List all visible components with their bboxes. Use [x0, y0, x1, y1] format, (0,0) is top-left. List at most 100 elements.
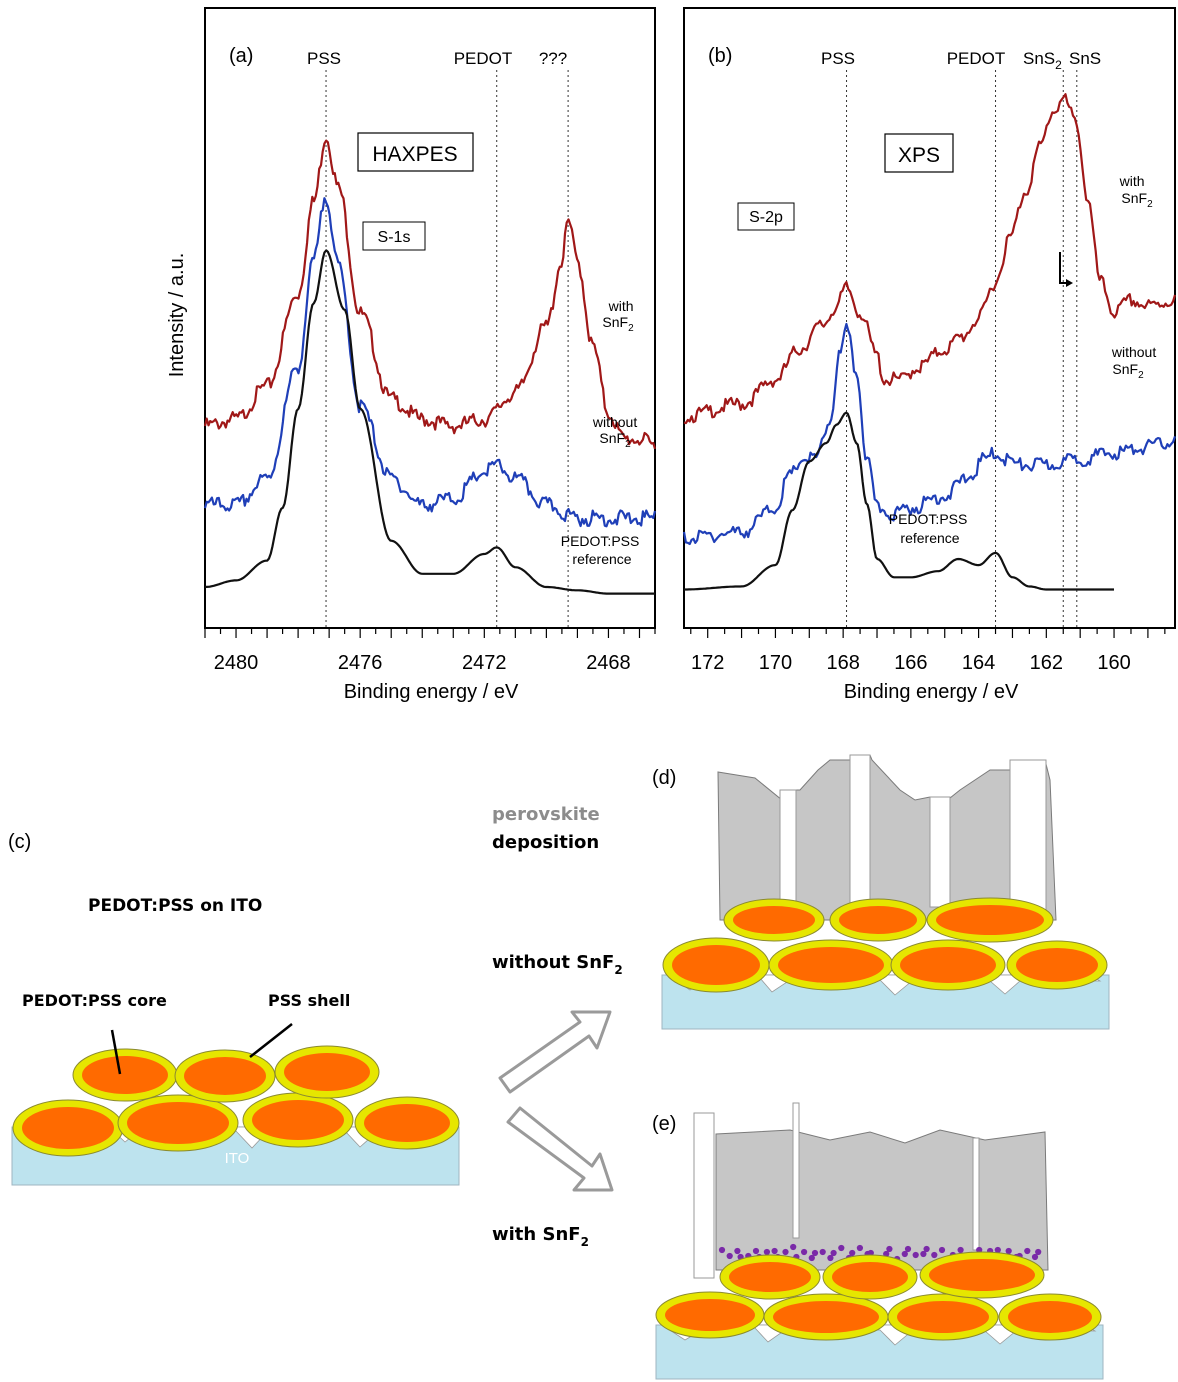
grain-boundary-e-3	[972, 1137, 980, 1251]
technique-label-b: XPS	[898, 144, 940, 167]
grain-boundary-d-4	[1009, 759, 1047, 911]
core-pointer	[110, 1029, 122, 1075]
pedot-core	[22, 1107, 114, 1149]
x-tick-label: 2472	[462, 652, 507, 674]
shift-marker	[1059, 252, 1070, 284]
panel-e-label: (e)	[652, 1113, 676, 1135]
snf2-particle	[856, 1244, 864, 1252]
core-level-label-a: S-1s	[378, 229, 411, 246]
pedot-core	[284, 1053, 370, 1091]
snf2-particle	[849, 1249, 856, 1257]
x-axis-title-a: Binding energy / eV	[344, 681, 519, 703]
curves-b	[682, 93, 1177, 591]
curve-label-without-a: without SnF2	[592, 414, 641, 450]
snf2-particle	[801, 1248, 808, 1256]
snf2-particle	[819, 1248, 826, 1256]
snf2-particle	[912, 1251, 919, 1259]
x-tick-label: 160	[1097, 652, 1130, 674]
curves-a	[203, 139, 657, 595]
ito-label: ITO	[225, 1150, 250, 1167]
pedot-core	[773, 1301, 879, 1333]
snf2-particle	[752, 1247, 760, 1255]
snf2-particle	[808, 1254, 815, 1262]
curve-label-with-b: with SnF2	[1119, 173, 1153, 210]
snf2-particle	[827, 1254, 834, 1262]
curve-label-reference-a: PEDOT:PSS reference	[561, 533, 643, 567]
x-tick-label: 166	[894, 652, 927, 674]
x-tick-label: 170	[759, 652, 792, 674]
snf2-particle	[938, 1246, 946, 1254]
pedot-core	[900, 947, 996, 983]
step-word-perovskite: perovskite	[492, 804, 600, 825]
series-line-without-snf2	[203, 197, 657, 528]
series-line-reference	[204, 249, 655, 595]
panel-b-label: (b)	[708, 45, 732, 67]
grain-boundary-d-2	[849, 754, 871, 904]
pedot-core	[364, 1104, 450, 1142]
panel-b: (b) PSS PEDOT SnS2 SnS XPS S-2p with SnF…	[682, 7, 1177, 703]
core-label: PEDOT:PSS core	[22, 991, 167, 1010]
snf2-particle	[1005, 1247, 1012, 1255]
technique-label-a: HAXPES	[372, 143, 457, 166]
snf2-particle	[790, 1243, 797, 1251]
technique-box-a	[357, 132, 474, 172]
pedot-core	[672, 945, 760, 985]
pedot-core	[897, 1301, 989, 1333]
snf2-particle	[901, 1250, 908, 1258]
snf2-particle	[886, 1245, 893, 1253]
core-level-box-a	[362, 221, 426, 251]
x-tick-label: 168	[826, 652, 859, 674]
snf2-particle	[734, 1247, 741, 1255]
snf2-particle	[763, 1248, 771, 1256]
series-line-without-snf2	[682, 322, 1177, 546]
curve-label-reference-b: PEDOT:PSS reference	[889, 511, 971, 546]
panel-a-frame	[204, 7, 656, 629]
pedot-core	[665, 1299, 755, 1331]
series-line-with-snf2	[203, 139, 657, 450]
peak-label-pedot-a: PEDOT	[454, 49, 513, 68]
grain-boundary-d-1	[779, 789, 797, 916]
pedot-core	[184, 1057, 266, 1095]
pedot-core	[252, 1100, 344, 1140]
core-level-label-b: S-2p	[749, 209, 783, 226]
snf2-particle	[1024, 1247, 1031, 1255]
snf2-particle	[811, 1249, 819, 1257]
y-axis-title: Intensity / a.u.	[166, 253, 188, 378]
snf2-particle	[920, 1250, 927, 1258]
snf2-particle	[1035, 1248, 1042, 1256]
peak-label-sns2-b: SnS2	[1023, 49, 1062, 72]
snf2-particle	[838, 1244, 845, 1252]
pedot-core	[733, 906, 815, 934]
peak-label-pss-a: PSS	[307, 49, 341, 68]
snf2-particle	[1031, 1253, 1039, 1261]
snf2-particle	[771, 1247, 778, 1255]
snf2-particle	[957, 1246, 964, 1254]
grains-e	[655, 1251, 1102, 1341]
panel-d: (d)	[652, 754, 1110, 1030]
arrow-down	[506, 1106, 614, 1192]
panel-c-label: (c)	[8, 831, 31, 853]
shell-label: PSS shell	[268, 991, 350, 1010]
x-tick-label: 162	[1030, 652, 1063, 674]
snf2-particle	[718, 1246, 726, 1254]
pedot-core	[839, 906, 917, 934]
panel-c: (c) PEDOT:PSS on ITO PEDOT:PSS core PSS …	[8, 831, 460, 1186]
x-tick-label: 2468	[586, 652, 631, 674]
core-level-box-b	[737, 202, 795, 231]
snf2-particle	[931, 1251, 938, 1259]
grain-boundary-e-2	[792, 1102, 800, 1239]
panel-d-label: (d)	[652, 767, 676, 789]
pedot-core	[82, 1056, 168, 1094]
pedot-core	[832, 1262, 908, 1292]
step-word-deposition: deposition	[492, 832, 599, 853]
grain-boundary-d-3	[929, 796, 951, 908]
with-snf2-label: with SnF2	[492, 1224, 589, 1249]
shell-pointer	[249, 1023, 293, 1058]
peak-label-sns-b: SnS	[1069, 49, 1101, 68]
snf2-particle	[726, 1252, 733, 1260]
panel-a: (a) PSS PEDOT ??? HAXPES S-1s with SnF2 …	[203, 7, 657, 703]
technique-box-b	[884, 133, 954, 173]
panel-a-label: (a)	[229, 45, 253, 67]
pedot-core	[1016, 948, 1098, 982]
